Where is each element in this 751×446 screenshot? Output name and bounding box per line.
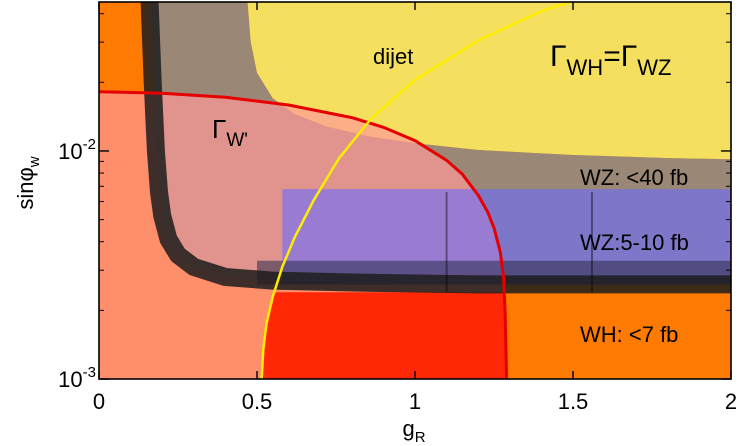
y-axis-title: sinφw bbox=[13, 156, 43, 209]
y-tick-label-1: 10-2 bbox=[58, 136, 96, 164]
x-tick-label-1: 0.5 bbox=[242, 389, 273, 414]
x-tick-label-2: 1 bbox=[409, 389, 421, 414]
annotation-wh7_label: WH: <7 fb bbox=[580, 322, 678, 347]
annotations: ΓWH=ΓWZ ΓW' dijet WZ: <40 fb WZ:5-10 fb WH: <… bbox=[212, 40, 689, 347]
curve-gamma-wprime bbox=[99, 90, 509, 379]
x-tick-label-3: 1.5 bbox=[558, 389, 589, 414]
y-tick-label-0: 10-3 bbox=[58, 364, 96, 392]
region-wh bbox=[261, 292, 507, 379]
x-tick-label-4: 2 bbox=[725, 389, 737, 414]
annotation-dijet_label: dijet bbox=[373, 44, 413, 69]
region-dijet bbox=[247, 2, 731, 160]
annotation-wz40_label: WZ: <40 fb bbox=[580, 165, 688, 190]
plot-area bbox=[99, 2, 731, 379]
annotation-wz510_label: WZ:5-10 fb bbox=[580, 230, 689, 255]
x-axis-title: gR bbox=[402, 416, 425, 446]
x-tick-label-0: 0 bbox=[93, 389, 105, 414]
annotation-gamma_w: ΓW' bbox=[212, 114, 248, 151]
curve-equal-width bbox=[260, 2, 574, 379]
ticks: 0 0.5 1 1.5 2 10-3 10-2 bbox=[58, 2, 737, 414]
annotation-gamma_eq: ΓWH=ΓWZ bbox=[550, 40, 671, 80]
wz-exclusion-band bbox=[140, 2, 731, 294]
